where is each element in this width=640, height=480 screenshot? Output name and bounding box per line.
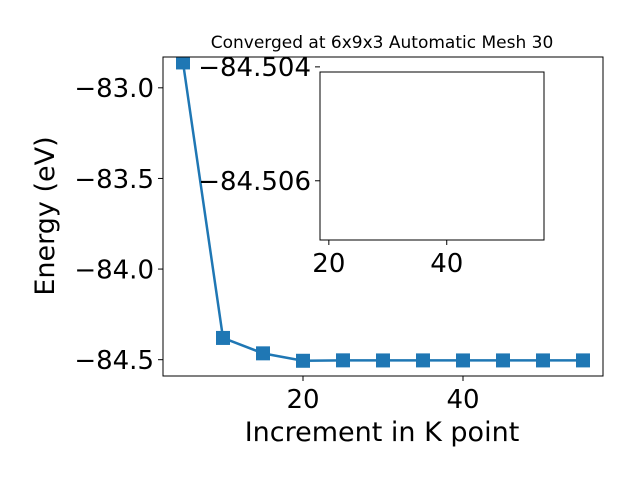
main-data-point xyxy=(416,353,430,368)
inset-x-tick-label: 40 xyxy=(430,249,463,279)
y-axis-label: Energy (eV) xyxy=(30,136,61,295)
x-axis-label: Increment in K point xyxy=(245,417,520,448)
main-data-layer xyxy=(176,57,590,368)
inset-axes: 20 40 −84.506 −84.504 xyxy=(198,53,545,279)
main-x-tick-label: 20 xyxy=(286,385,319,415)
main-data-point xyxy=(576,353,590,368)
main-y-tick-label: −84.0 xyxy=(74,255,154,285)
main-data-point xyxy=(176,57,190,70)
main-data-point xyxy=(536,353,550,368)
inset-plot-background xyxy=(320,72,544,240)
main-data-point xyxy=(256,346,270,361)
main-axes-frame xyxy=(162,56,604,377)
main-y-tick-label: −83.0 xyxy=(74,74,154,104)
chart-title: Converged at 6x9x3 Automatic Mesh 30 xyxy=(211,33,554,53)
main-data-point xyxy=(216,330,230,345)
inset-y-tick-label: −84.506 xyxy=(198,167,311,197)
main-x-tick-label: 40 xyxy=(446,385,479,415)
inset-axes-frame xyxy=(319,71,545,241)
main-y-tick-label: −84.5 xyxy=(74,346,154,376)
inset-y-tick-label: −84.504 xyxy=(198,53,311,83)
main-data-point xyxy=(456,353,470,368)
main-data-point xyxy=(336,353,350,368)
main-data-point xyxy=(296,353,310,368)
main-data-point xyxy=(496,353,510,368)
main-y-tick-label: −83.5 xyxy=(74,165,154,195)
inset-x-tick-label: 20 xyxy=(312,249,345,279)
main-data-point xyxy=(376,353,390,368)
